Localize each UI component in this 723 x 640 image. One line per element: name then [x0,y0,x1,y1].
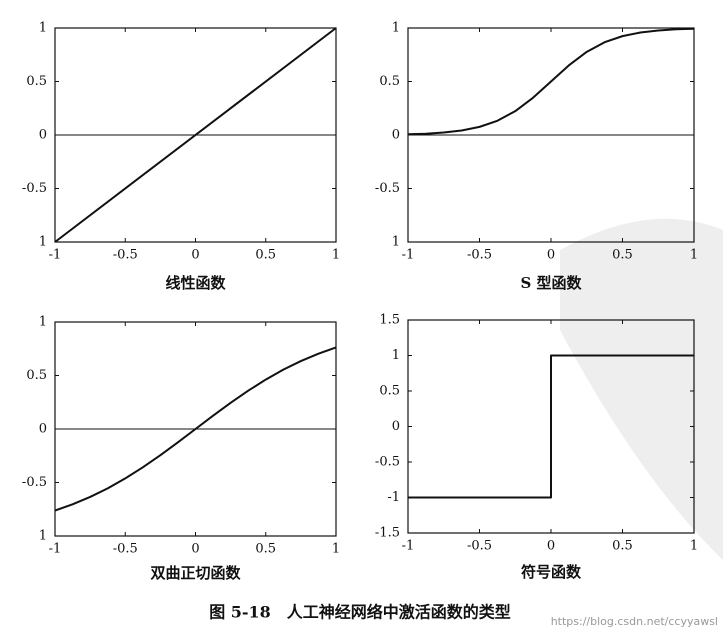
y-tick-label: 1 [392,235,400,250]
y-tick-label: 1 [392,21,400,36]
x-tick-label: 0 [191,542,199,557]
y-tick-label: 0.5 [26,74,47,89]
y-tick-label: 1 [39,21,47,36]
y-tick-label: 1.5 [379,313,400,328]
y-tick-label: -1 [387,490,400,505]
y-tick-label: 0 [392,128,400,143]
x-tick-label: 0 [547,248,555,263]
x-tick-label: 0.5 [612,539,633,554]
x-tick-label: 1 [332,248,340,263]
y-tick-label: 0 [39,422,47,437]
line-series [407,27,695,136]
watermark: https://blog.csdn.net/ccyyawsl [551,615,718,628]
x-tick-label: -0.5 [467,248,492,263]
y-tick-label: -0.5 [22,181,47,196]
y-tick-label: -0.5 [375,181,400,196]
y-tick-label: 0 [392,419,400,434]
line-series [54,27,337,243]
x-tick-label: -1 [402,248,415,263]
x-tick-label: -0.5 [113,248,138,263]
x-tick-label: -1 [402,539,415,554]
x-tick-label: 0 [547,539,555,554]
y-tick-label: 0.5 [379,74,400,89]
chart-title: 符号函数 [521,563,582,581]
x-tick-label: 1 [690,248,698,263]
y-tick-label: 1 [39,529,47,544]
x-tick-label: 0.5 [255,248,276,263]
y-tick-label: 1 [39,315,47,330]
chart-title: S 型函数 [520,274,582,292]
x-tick-label: 1 [332,542,340,557]
y-tick-label: 1 [392,348,400,363]
y-tick-label: 0.5 [26,368,47,383]
background-decoration [560,218,723,560]
y-tick-label: -1.5 [375,526,400,541]
y-tick-label: -0.5 [22,475,47,490]
y-tick-label: 0 [39,128,47,143]
y-tick-label: 0.5 [379,384,400,399]
x-tick-label: -0.5 [467,539,492,554]
x-tick-label: 0 [191,248,199,263]
chart: 1-0.500.51-1 -0.5 0 0.5 1S 型函数 [375,21,698,293]
x-tick-label: 0.5 [612,248,633,263]
y-tick-label: 1 [39,235,47,250]
x-tick-label: 1 [690,539,698,554]
figure-caption: 图 5-18 人工神经网络中激活函数的类型 [209,603,511,622]
x-tick-label: -1 [49,542,62,557]
line-series [54,346,337,512]
chart-title: 线性函数 [165,274,226,292]
x-tick-label: 0.5 [255,542,276,557]
line-series [408,354,694,499]
chart-title: 双曲正切函数 [150,564,241,582]
y-tick-label: -0.5 [375,455,400,470]
x-tick-label: -0.5 [113,542,138,557]
x-tick-label: -1 [49,248,62,263]
